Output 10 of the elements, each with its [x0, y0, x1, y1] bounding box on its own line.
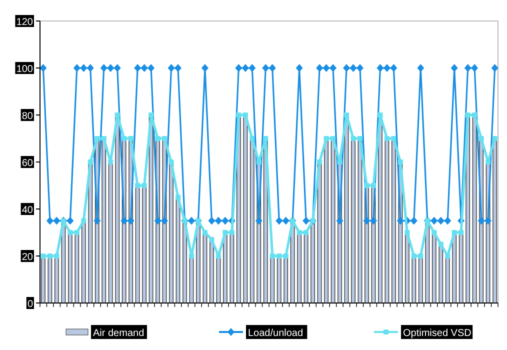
y-tick-label: 100 [16, 64, 34, 75]
y-tick-label: 20 [22, 252, 34, 263]
y-tick-label: 40 [22, 205, 34, 216]
legend-label: Optimised VSD [403, 328, 472, 339]
legend-label: Air demand [93, 328, 144, 339]
y-tick-label: 80 [22, 111, 34, 122]
y-tick-label: 0 [27, 299, 34, 310]
y-tick-label: 60 [22, 158, 34, 169]
legend-label: Load/unload [248, 328, 304, 339]
y-tick-label: 120 [16, 17, 34, 28]
